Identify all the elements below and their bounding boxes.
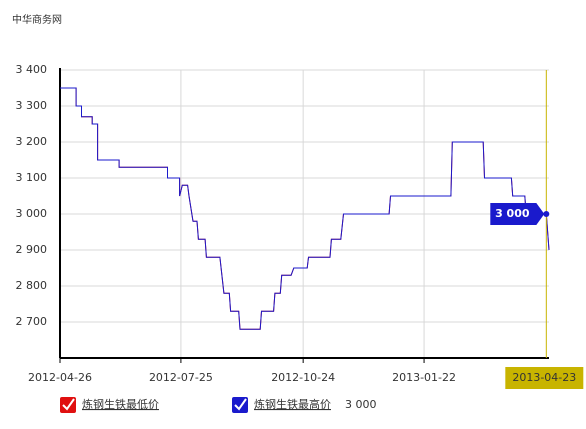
- legend-item[interactable]: 炼钢生铁最低价: [60, 397, 159, 413]
- legend-value: 3 000: [345, 398, 377, 411]
- legend-label: 炼钢生铁最低价: [82, 397, 159, 411]
- y-tick-label: 3 400: [16, 63, 48, 76]
- y-tick-label: 3 100: [16, 171, 48, 184]
- x-tick-label: 2013-01-22: [392, 371, 456, 384]
- y-tick-label: 3 000: [16, 207, 48, 220]
- legend-check: [62, 398, 75, 411]
- x-tick-label: 2012-07-25: [149, 371, 213, 384]
- legend-label: 炼钢生铁最高价: [254, 397, 331, 411]
- y-tick-label: 3 200: [16, 135, 48, 148]
- hover-x-label: 2013-04-23: [512, 371, 576, 384]
- chart-title: 中华商务网: [12, 13, 62, 26]
- y-tick-label: 2 800: [16, 279, 48, 292]
- series-line: [60, 87, 550, 330]
- tooltip-label: 3 000: [495, 207, 530, 220]
- legend-check: [234, 398, 247, 411]
- y-tick-label: 2 900: [16, 243, 48, 256]
- tooltip-box: [490, 203, 545, 225]
- series-line: [60, 87, 550, 330]
- hover-point: [543, 211, 550, 217]
- y-tick-label: 2 700: [16, 315, 48, 328]
- hover-x-box: [505, 367, 584, 389]
- legend-item[interactable]: 炼钢生铁最高价 3 000: [232, 397, 377, 413]
- x-tick-label: 2012-10-24: [271, 371, 335, 384]
- y-tick-label: 3 300: [16, 99, 48, 112]
- x-tick-label: 2012-04-26: [28, 371, 92, 384]
